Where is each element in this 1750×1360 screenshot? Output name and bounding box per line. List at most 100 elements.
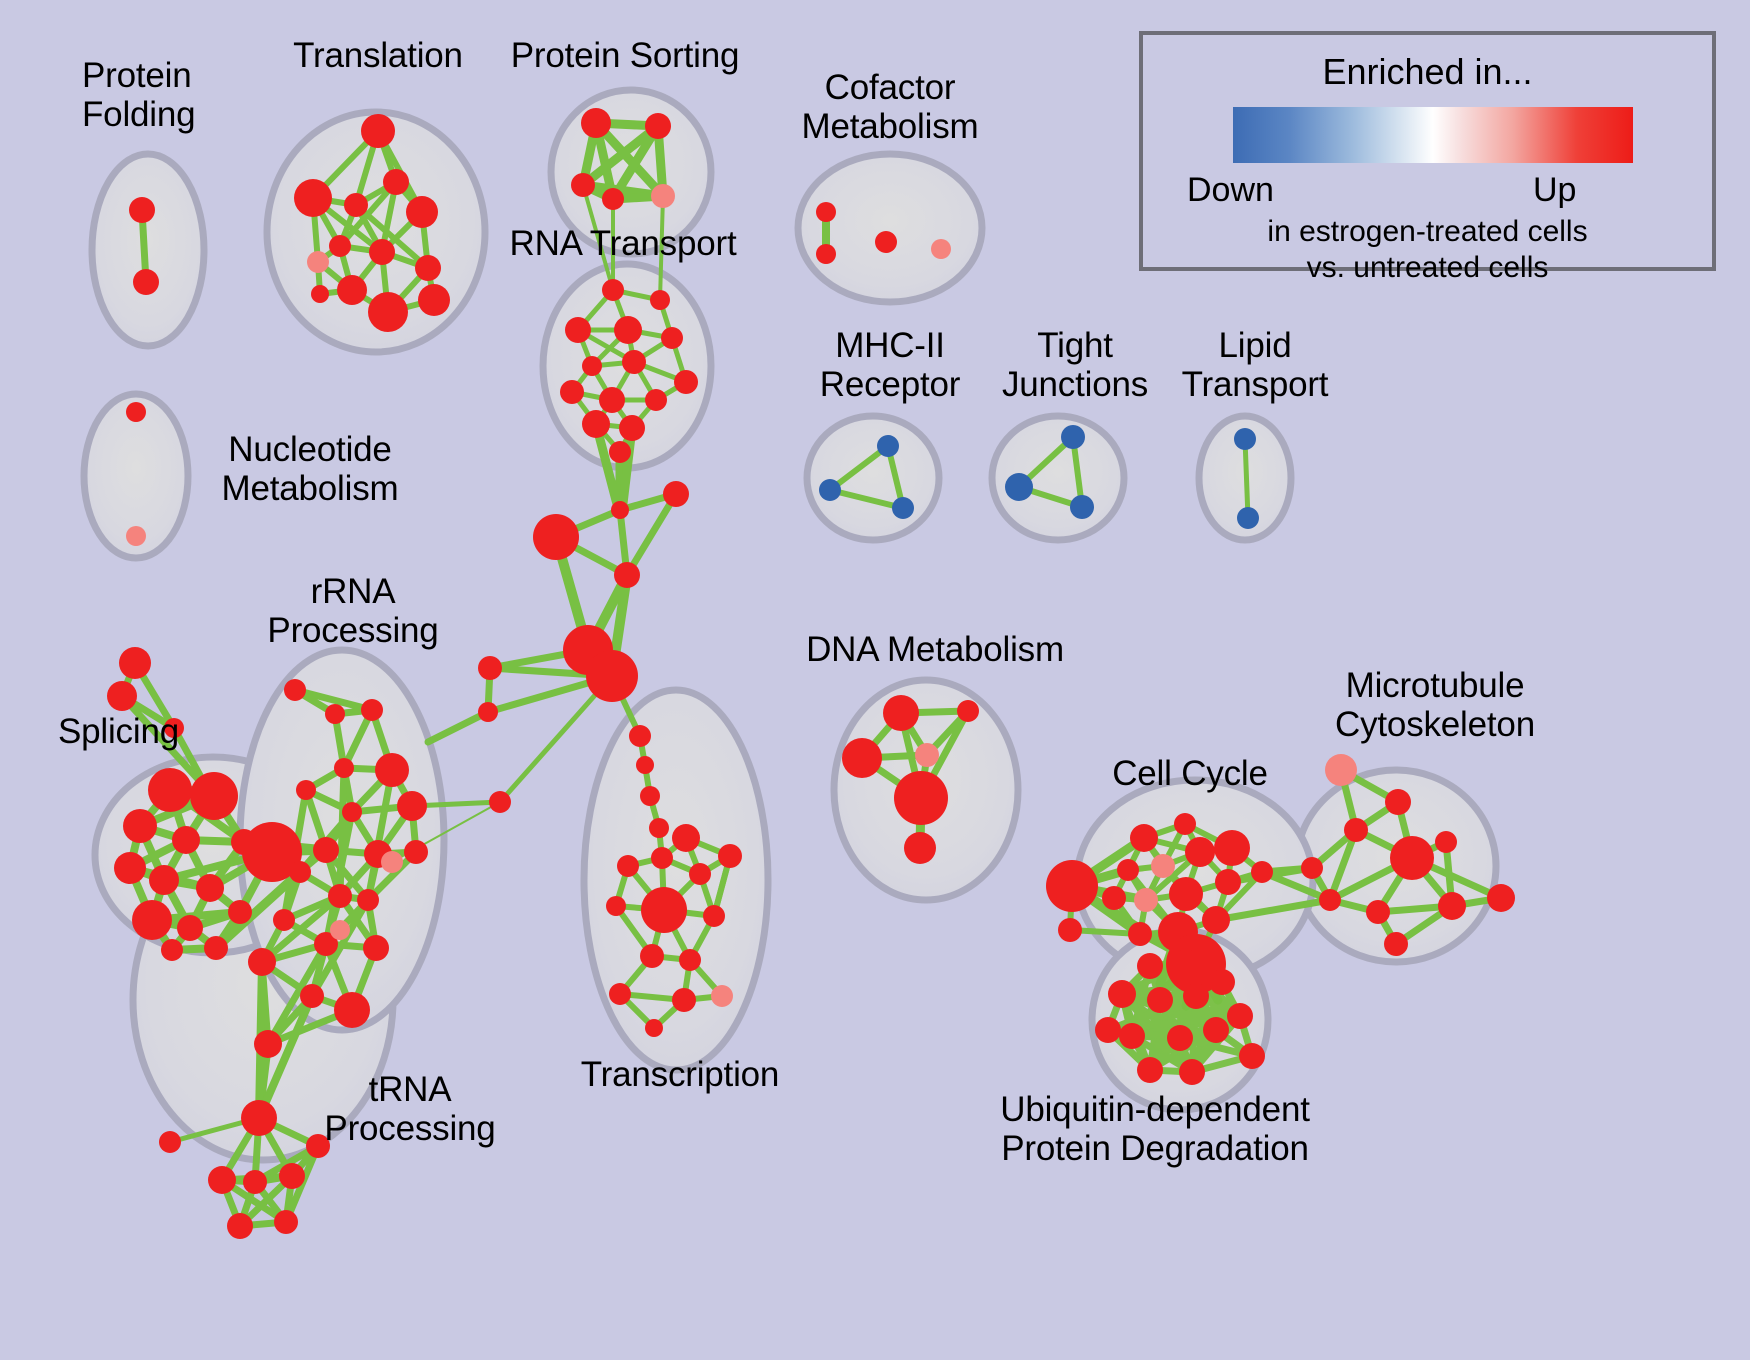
node	[1344, 818, 1368, 842]
node	[1384, 932, 1408, 956]
node	[161, 939, 183, 961]
hull-transcription	[580, 686, 772, 1074]
node	[149, 865, 179, 895]
node	[651, 184, 675, 208]
node	[274, 1210, 298, 1234]
node	[957, 700, 979, 722]
legend-subtitle-line2: vs. untreated cells	[1306, 251, 1549, 284]
node	[1435, 831, 1457, 853]
node	[361, 114, 395, 148]
node	[1366, 900, 1390, 924]
node	[1239, 1043, 1265, 1069]
node	[1102, 886, 1126, 910]
node	[1202, 906, 1230, 934]
node	[344, 193, 368, 217]
node	[1070, 495, 1094, 519]
node	[243, 1170, 267, 1194]
node	[133, 269, 159, 295]
node	[1385, 789, 1411, 815]
node	[242, 822, 302, 882]
node	[640, 944, 664, 968]
node	[622, 350, 646, 374]
node	[650, 290, 670, 310]
node	[126, 526, 146, 546]
node	[645, 113, 671, 139]
node	[1137, 953, 1163, 979]
node	[877, 435, 899, 457]
node	[1061, 425, 1085, 449]
node	[241, 1100, 277, 1136]
node	[311, 285, 329, 303]
legend-panel: Enriched in... Down Up in estrogen-treat…	[1139, 31, 1716, 284]
node	[602, 279, 624, 301]
node	[674, 370, 698, 394]
node	[289, 861, 311, 883]
node	[645, 389, 667, 411]
node	[148, 768, 192, 812]
node	[842, 738, 882, 778]
node	[640, 786, 660, 806]
node	[342, 802, 362, 822]
node	[875, 231, 897, 253]
node	[119, 647, 151, 679]
node	[672, 988, 696, 1012]
node	[126, 402, 146, 422]
node	[629, 725, 651, 747]
node	[334, 992, 370, 1028]
node	[703, 905, 725, 927]
node	[313, 837, 339, 863]
node	[1234, 428, 1256, 450]
node	[208, 1166, 236, 1194]
node	[533, 514, 579, 560]
node	[1319, 889, 1341, 911]
node	[383, 169, 409, 195]
node	[334, 758, 354, 778]
node	[689, 863, 711, 885]
node	[227, 1213, 253, 1239]
node	[1095, 1017, 1121, 1043]
node	[672, 824, 700, 852]
node	[1117, 859, 1139, 881]
node	[819, 479, 841, 501]
node	[571, 173, 595, 197]
node	[883, 695, 919, 731]
node	[1487, 884, 1515, 912]
node	[1169, 877, 1203, 911]
node	[614, 316, 642, 344]
legend-title: Enriched in...	[1322, 51, 1533, 92]
node	[330, 920, 350, 940]
node	[329, 235, 351, 257]
node	[606, 896, 626, 916]
node	[369, 239, 395, 265]
node	[636, 756, 654, 774]
hull-mhc-ii-receptor	[803, 412, 943, 544]
node	[1183, 983, 1209, 1009]
node	[1137, 1057, 1163, 1083]
legend-color-gradient-bar	[1233, 107, 1633, 163]
node	[915, 743, 939, 767]
node	[711, 985, 733, 1007]
node	[619, 415, 645, 441]
node	[609, 983, 631, 1005]
node	[1390, 836, 1434, 880]
node	[164, 718, 184, 738]
node	[816, 202, 836, 222]
node	[1209, 969, 1235, 995]
node	[1130, 824, 1158, 852]
node	[892, 497, 914, 519]
node	[159, 1131, 181, 1153]
node	[300, 984, 324, 1008]
node	[661, 327, 683, 349]
node	[611, 501, 629, 519]
node	[586, 650, 638, 702]
node	[397, 791, 427, 821]
node	[1215, 869, 1241, 895]
node	[1438, 892, 1466, 920]
node	[172, 826, 200, 854]
node	[478, 702, 498, 722]
node	[190, 772, 238, 820]
node	[679, 949, 701, 971]
node	[132, 900, 172, 940]
node	[478, 656, 502, 680]
